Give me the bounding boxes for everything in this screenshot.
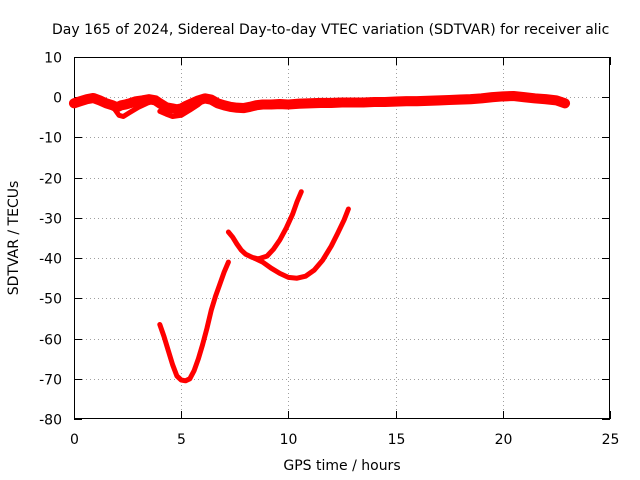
x-tick-label: 15: [388, 432, 406, 448]
series-line-2: [112, 98, 156, 119]
y-tick-label: 0: [53, 91, 62, 107]
x-axis-label: GPS time / hours: [283, 458, 400, 474]
x-tick-label: 5: [177, 432, 186, 448]
x-tick-label: 10: [280, 432, 298, 448]
x-tick-label: 20: [495, 432, 513, 448]
axis-ticks: [74, 57, 611, 420]
series-line-5: [225, 189, 304, 262]
grid: [74, 57, 610, 419]
y-axis-label: SDTVAR / TECUs: [6, 181, 22, 296]
y-tick-label: -20: [39, 172, 62, 188]
y-tick-label: -30: [39, 212, 62, 228]
y-tick-label: -70: [39, 373, 62, 389]
x-tick-labels: 0 5 10 15 20 25: [70, 432, 619, 448]
series-line-6: [251, 206, 351, 281]
y-tick-label: -50: [39, 292, 62, 308]
y-tick-label: -10: [39, 131, 62, 147]
y-tick-label: -60: [39, 333, 62, 349]
y-tick-label: -80: [39, 413, 62, 429]
series-line-4: [157, 259, 231, 384]
y-tick-label: -40: [39, 252, 62, 268]
series-line-1: [68, 90, 571, 115]
y-tick-labels: -80 -70 -60 -50 -40 -30 -20 -10 0 10: [39, 51, 62, 429]
x-tick-label: 0: [70, 432, 79, 448]
chart-title: Day 165 of 2024, Sidereal Day-to-day VTE…: [52, 22, 609, 38]
x-tick-label: 25: [602, 432, 620, 448]
plot-frame: [74, 57, 610, 419]
series-line-3: [157, 96, 208, 119]
y-tick-label: 10: [44, 51, 62, 67]
series-layer: [68, 90, 571, 384]
